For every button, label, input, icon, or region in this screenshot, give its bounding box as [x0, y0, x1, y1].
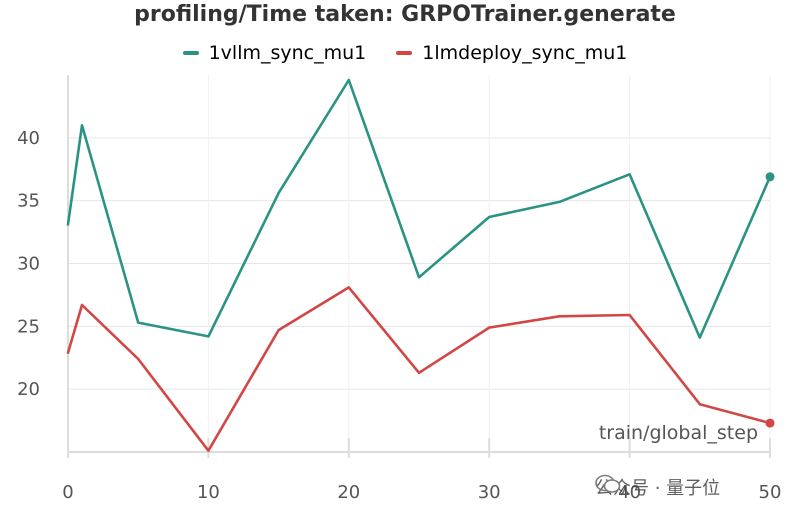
x-tick-label: 50 [759, 482, 782, 503]
watermark-text: 公众号 · 量子位 [595, 478, 721, 499]
y-tick-label: 25 [17, 316, 40, 337]
y-tick-label: 35 [17, 191, 40, 212]
axes: 20 25 30 35 40 0 10 20 30 40 50 [17, 75, 781, 503]
series-lines [66, 78, 775, 453]
chart-title: profiling/Time taken: GRPOTrainer.genera… [134, 2, 676, 27]
x-tick-label: 20 [337, 482, 360, 503]
series-end-point-2[interactable] [765, 418, 775, 428]
legend-swatch-series-2 [396, 51, 413, 55]
series-line-2[interactable] [66, 286, 772, 453]
y-tick-label: 20 [17, 379, 40, 400]
x-tick-label: 0 [62, 482, 73, 503]
legend-item-series-1[interactable]: 1vllm_sync_mu1 [182, 42, 367, 64]
x-axis-title: train/global_step [599, 422, 758, 444]
gridlines [67, 75, 771, 452]
wechat-icon [595, 474, 621, 493]
series-line-1[interactable] [66, 78, 772, 339]
legend-label-series-2: 1lmdeploy_sync_mu1 [422, 42, 628, 64]
y-tick-label: 40 [17, 128, 40, 149]
legend: 1vllm_sync_mu1 1lmdeploy_sync_mu1 [0, 38, 810, 64]
x-tick-label: 30 [478, 482, 501, 503]
legend-label-series-1: 1vllm_sync_mu1 [208, 42, 367, 64]
x-tick-label: 10 [197, 482, 220, 503]
series-end-point-1[interactable] [765, 172, 775, 182]
y-tick-label: 30 [17, 254, 40, 275]
legend-swatch-series-1 [182, 51, 199, 55]
legend-item-series-2[interactable]: 1lmdeploy_sync_mu1 [396, 42, 627, 64]
watermark: 公众号 · 量子位 [595, 474, 720, 500]
x-tick-label: 40 [618, 482, 641, 503]
